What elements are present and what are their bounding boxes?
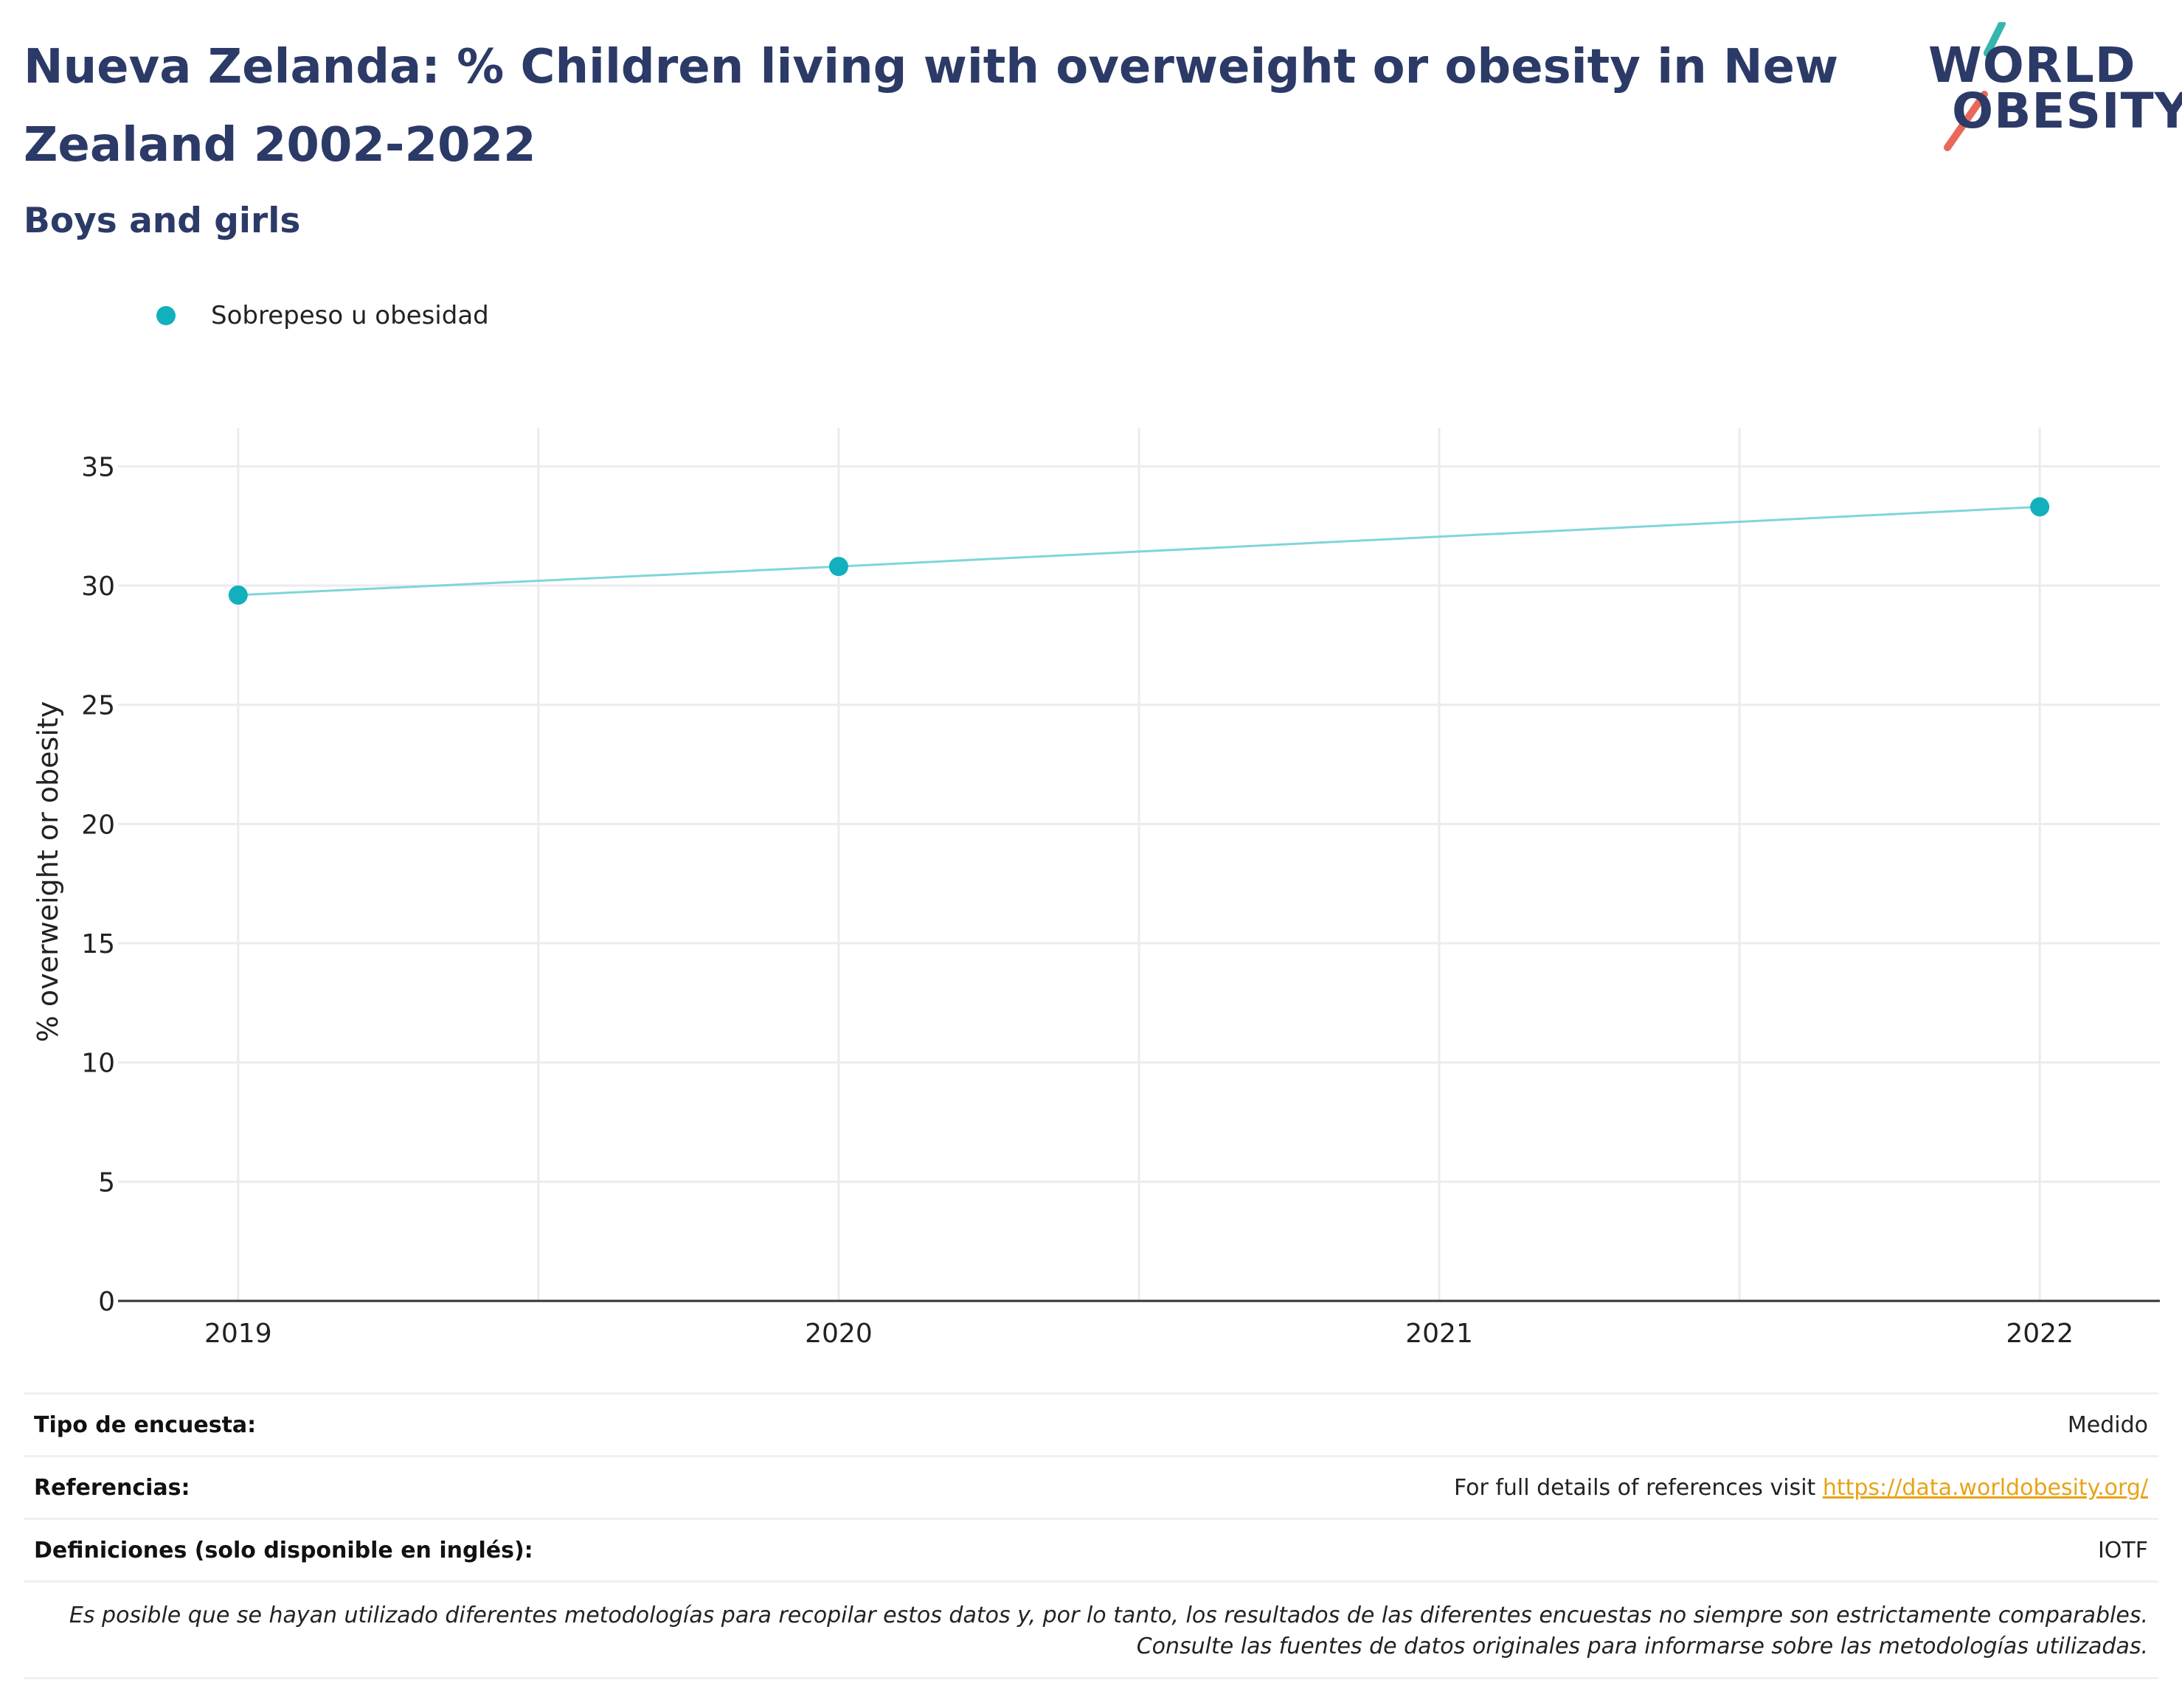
logo-text-world: WORLD bbox=[1928, 37, 2136, 94]
data-point bbox=[228, 585, 248, 605]
x-tick-label: 2021 bbox=[1405, 1319, 1473, 1349]
logo-slash-top bbox=[1984, 22, 2006, 57]
y-tick-label: 0 bbox=[98, 1287, 115, 1317]
line-chart: 0 5 10 15 20 25 30 35 2019 2020 2021 2022 % overweig… bbox=[32, 428, 2160, 1349]
y-tick-label: 20 bbox=[81, 810, 115, 840]
x-tick-label: 2019 bbox=[204, 1319, 272, 1349]
info-value: For full details of references visit htt… bbox=[1454, 1475, 2148, 1501]
logo-slash-icon bbox=[1944, 22, 2006, 151]
chart-subtitle: Boys and girls bbox=[24, 201, 301, 241]
chart-title: Nueva Zelanda: % Children living with ov… bbox=[24, 40, 1839, 173]
info-row-references: Referencias: For full details of referen… bbox=[24, 1455, 2158, 1518]
references-text: For full details of references visit bbox=[1453, 1474, 1823, 1501]
info-row-survey-type: Tipo de encuesta: Medido bbox=[24, 1392, 2158, 1455]
legend-label: Sobrepeso u obesidad bbox=[211, 301, 489, 330]
data-point bbox=[828, 557, 848, 577]
x-tick-label: 2020 bbox=[805, 1319, 873, 1349]
info-value: IOTF bbox=[2097, 1537, 2148, 1563]
references-link[interactable]: https://data.worldobesity.org/ bbox=[1822, 1474, 2148, 1501]
info-value: Medido bbox=[2067, 1412, 2148, 1438]
logo-text-obesity: OBESITY bbox=[1952, 83, 2182, 139]
y-axis-title: % overweight or obesity bbox=[32, 701, 64, 1043]
info-table: Tipo de encuesta: Medido Referencias: Fo… bbox=[24, 1392, 2158, 1679]
y-tick-label: 25 bbox=[81, 691, 115, 721]
info-key: Tipo de encuesta: bbox=[34, 1412, 257, 1438]
y-tick-label: 15 bbox=[81, 929, 115, 959]
chart-legend[interactable]: Sobrepeso u obesidad bbox=[156, 295, 489, 336]
y-tick-label: 35 bbox=[81, 452, 115, 482]
y-tick-label: 10 bbox=[81, 1049, 115, 1079]
world-obesity-logo[interactable]: WORLD OBESITY bbox=[1918, 22, 2182, 155]
info-key: Referencias: bbox=[34, 1474, 190, 1501]
y-tick-label: 5 bbox=[98, 1167, 115, 1198]
methodology-note: Es posible que se hayan utilizado difere… bbox=[24, 1580, 2158, 1679]
info-key: Definiciones (solo disponible en inglés)… bbox=[34, 1537, 533, 1563]
legend-marker bbox=[156, 306, 176, 325]
x-tick-label: 2022 bbox=[2006, 1319, 2074, 1349]
info-row-definitions: Definiciones (solo disponible en inglés)… bbox=[24, 1518, 2158, 1580]
data-point bbox=[2030, 497, 2050, 517]
y-tick-label: 30 bbox=[81, 572, 115, 602]
logo-slash-bottom bbox=[1944, 91, 1988, 151]
